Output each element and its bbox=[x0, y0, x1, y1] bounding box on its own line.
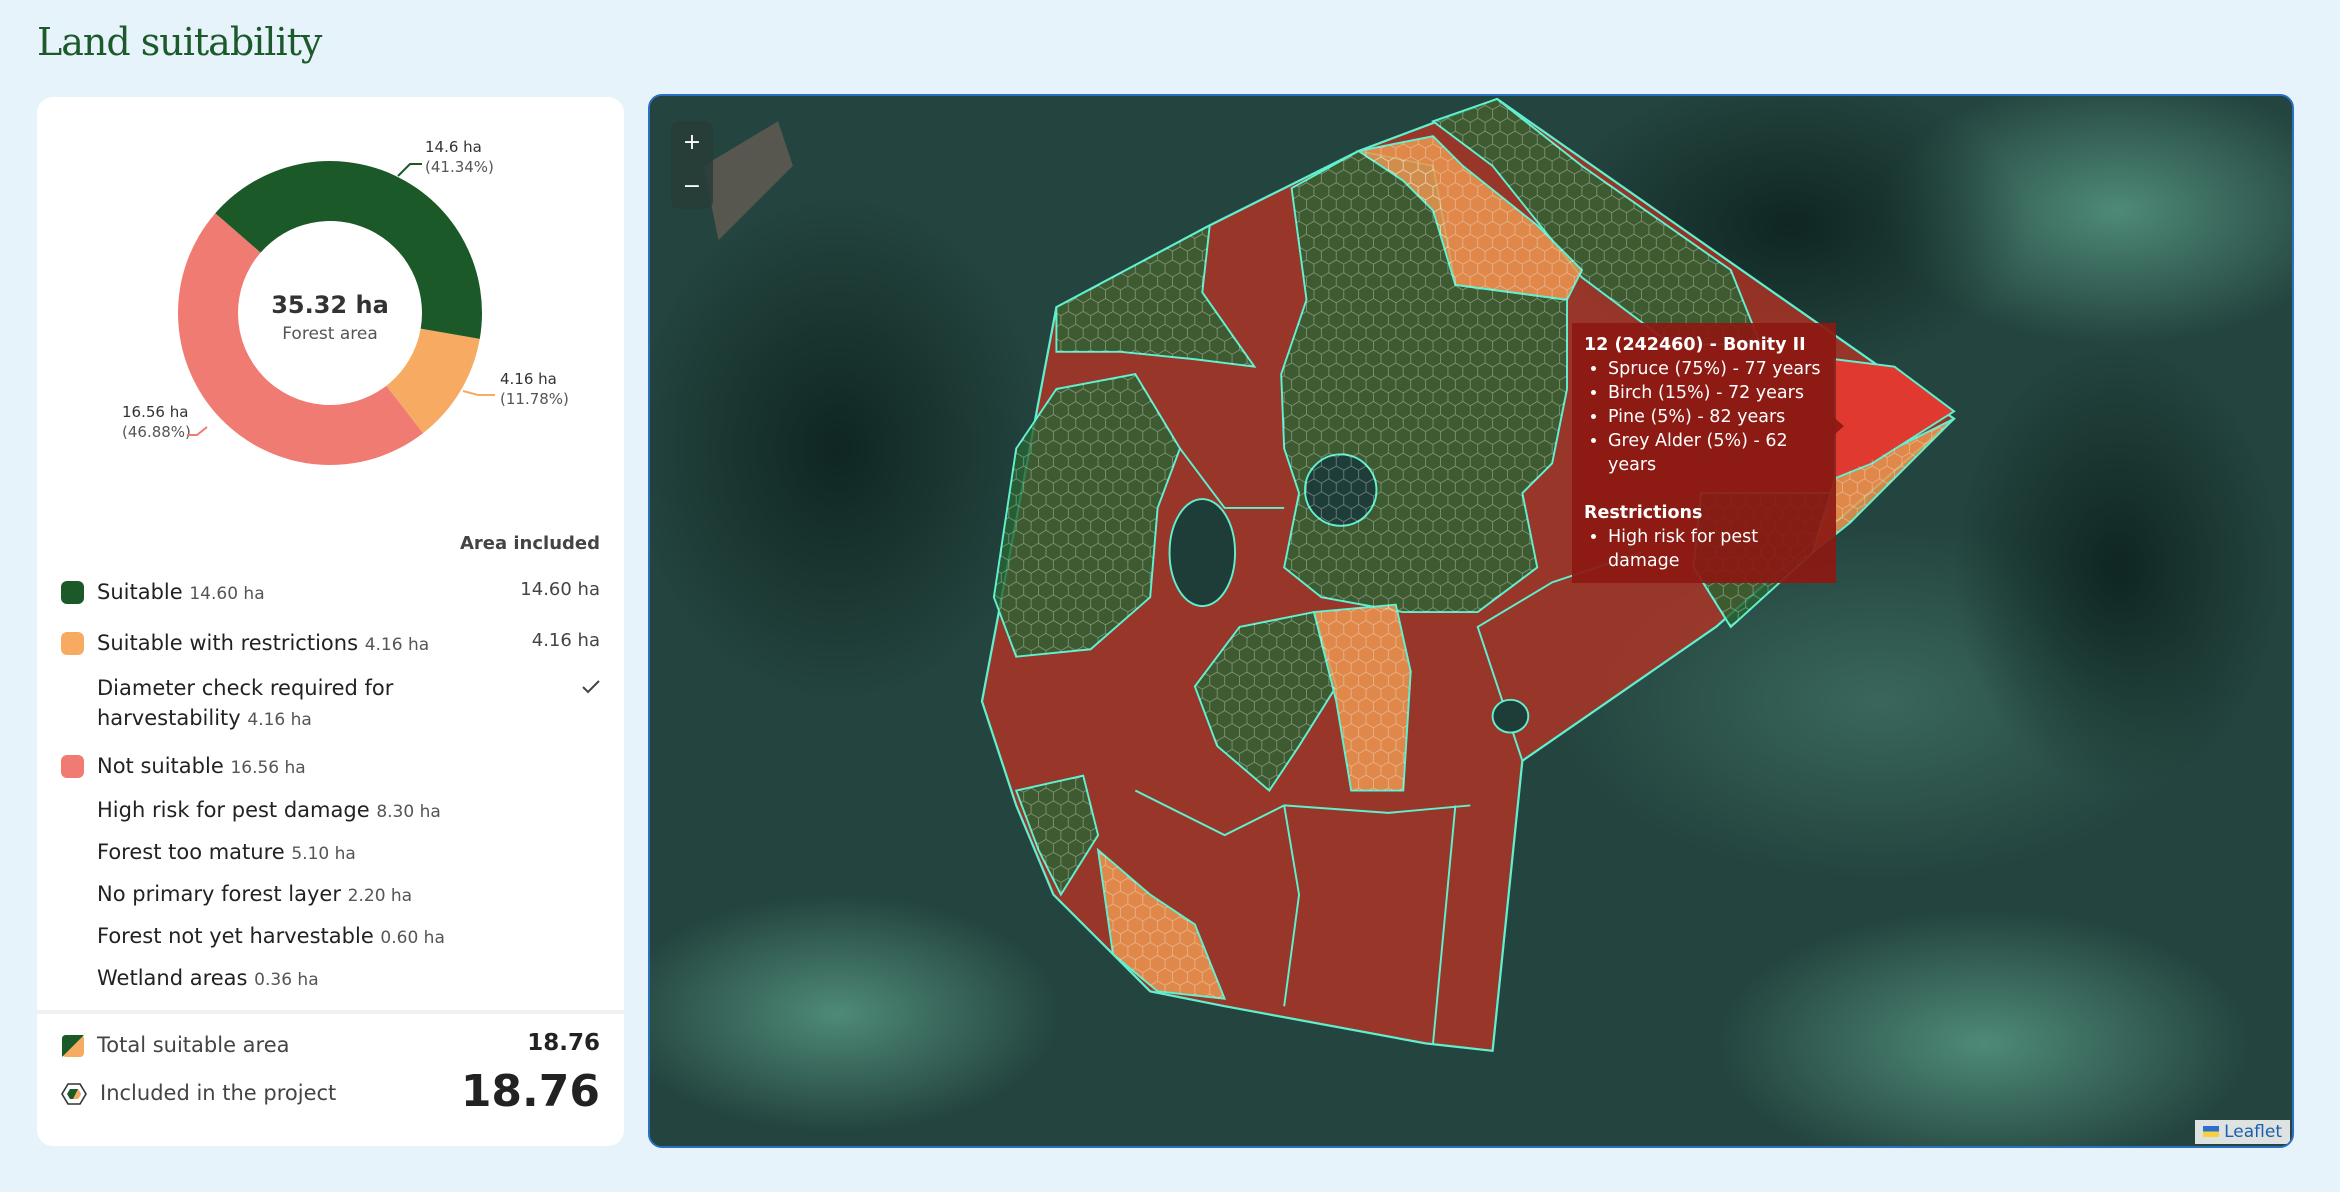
attribution[interactable]: Leaflet bbox=[2195, 1120, 2290, 1144]
check-icon bbox=[582, 680, 600, 694]
tooltip-title: 12 (242460) - Bonity II bbox=[1584, 335, 1806, 355]
legend-area: 2.20 ha bbox=[347, 886, 413, 906]
legend-area: 0.36 ha bbox=[254, 970, 319, 990]
species-list: Spruce (75%) - 77 years Birch (15%) - 72… bbox=[1584, 357, 1824, 477]
center-label: 35.32 ha bbox=[271, 291, 389, 319]
legend-label: Diameter check required for harvestabili… bbox=[97, 676, 394, 730]
legend-label: Forest too mature bbox=[97, 840, 285, 864]
legend-row: High risk for pest damage 8.30 ha bbox=[97, 795, 441, 827]
legend-area: 4.16 ha bbox=[247, 710, 312, 730]
species-item: Pine (5%) - 82 years bbox=[1608, 405, 1824, 429]
included-area: 14.60 ha bbox=[520, 579, 600, 600]
total-value: 18.76 bbox=[527, 1030, 600, 1056]
legend-label: High risk for pest damage bbox=[97, 798, 370, 822]
legend-row: Wetland areas 0.36 ha bbox=[97, 963, 319, 995]
attribution-link[interactable]: Leaflet bbox=[2224, 1122, 2282, 1142]
center-sublabel: Forest area bbox=[282, 324, 377, 344]
summary-card: (46.88%) 16.56 ha (11.78%) 4.16 ha (41.34%) 1… bbox=[37, 97, 624, 1146]
legend-label: Suitable with restrictions bbox=[97, 631, 359, 655]
species-item: Spruce (75%) - 77 years bbox=[1608, 357, 1824, 381]
legend-area: 8.30 ha bbox=[376, 802, 441, 822]
flag-icon bbox=[2203, 1126, 2220, 1137]
leader-line bbox=[462, 390, 495, 396]
legend-label: Not suitable bbox=[97, 754, 224, 778]
legend-area: 16.56 ha bbox=[230, 758, 306, 778]
donut-segment bbox=[177, 213, 424, 466]
swatch bbox=[61, 632, 84, 655]
legend-label: Forest not yet harvestable bbox=[97, 924, 374, 948]
tooltip: 12 (242460) - Bonity II Spruce (75%) - 7… bbox=[1572, 323, 1836, 583]
map-canvas bbox=[650, 96, 2292, 1146]
restriction-item: High risk for pest damage bbox=[1608, 525, 1824, 573]
legend-row: Diameter check required for harvestabili… bbox=[97, 673, 427, 735]
zoom-control: + − bbox=[671, 121, 713, 209]
total-label: Total suitable area bbox=[97, 1033, 290, 1057]
leader-line bbox=[187, 426, 208, 436]
legend-row: No primary forest layer 2.20 ha bbox=[97, 879, 412, 911]
restrictions-list: High risk for pest damage bbox=[1584, 525, 1824, 573]
percent-label: (46.88%) bbox=[122, 423, 191, 441]
value-label: 4.16 ha bbox=[500, 370, 557, 388]
legend-row: Suitable with restrictions 4.16 ha bbox=[97, 628, 429, 660]
project-icon bbox=[61, 1083, 87, 1105]
total-icon bbox=[62, 1035, 84, 1057]
species-item: Birch (15%) - 72 years bbox=[1608, 381, 1824, 405]
zoom-in-button[interactable]: + bbox=[682, 130, 702, 155]
project-value: 18.76 bbox=[460, 1066, 600, 1117]
leader-line bbox=[397, 163, 422, 177]
legend-label: Suitable bbox=[97, 580, 183, 604]
footer: Total suitable area 18.76 Included in th… bbox=[37, 1010, 624, 1146]
zoom-out-button[interactable]: − bbox=[682, 174, 702, 199]
percent-label: (11.78%) bbox=[500, 390, 569, 408]
page-title: Land suitability bbox=[37, 20, 322, 64]
legend-label: No primary forest layer bbox=[97, 882, 341, 906]
project-label: Included in the project bbox=[100, 1081, 337, 1105]
value-label: 16.56 ha bbox=[122, 403, 188, 421]
species-item: Grey Alder (5%) - 62 years bbox=[1608, 429, 1824, 477]
legend-row: Forest not yet harvestable 0.60 ha bbox=[97, 921, 445, 953]
legend-row: Forest too mature 5.10 ha bbox=[97, 837, 356, 869]
column-header: Area included bbox=[459, 533, 600, 554]
map[interactable]: + − 12 (242460) - Bonity II Spruce (75%)… bbox=[648, 94, 2294, 1148]
legend-row: Suitable 14.60 ha bbox=[97, 577, 265, 609]
donut-segment bbox=[386, 328, 480, 434]
included-area: 4.16 ha bbox=[531, 630, 600, 651]
legend-area: 0.60 ha bbox=[380, 928, 445, 948]
restrictions-title: Restrictions bbox=[1584, 503, 1703, 523]
swatch bbox=[61, 755, 84, 778]
percent-label: (41.34%) bbox=[425, 158, 494, 176]
legend-label: Wetland areas bbox=[97, 966, 248, 990]
legend-area: 14.60 ha bbox=[189, 584, 265, 604]
donut-segment bbox=[215, 160, 482, 339]
swatch bbox=[61, 581, 84, 604]
value-label: 14.6 ha bbox=[425, 138, 482, 156]
donut-chart: (46.88%) 16.56 ha (11.78%) 4.16 ha (41.34%) 1… bbox=[122, 138, 569, 466]
legend-area: 5.10 ha bbox=[291, 844, 356, 864]
legend-row: Not suitable 16.56 ha bbox=[97, 751, 306, 783]
legend-area: 4.16 ha bbox=[364, 635, 430, 655]
